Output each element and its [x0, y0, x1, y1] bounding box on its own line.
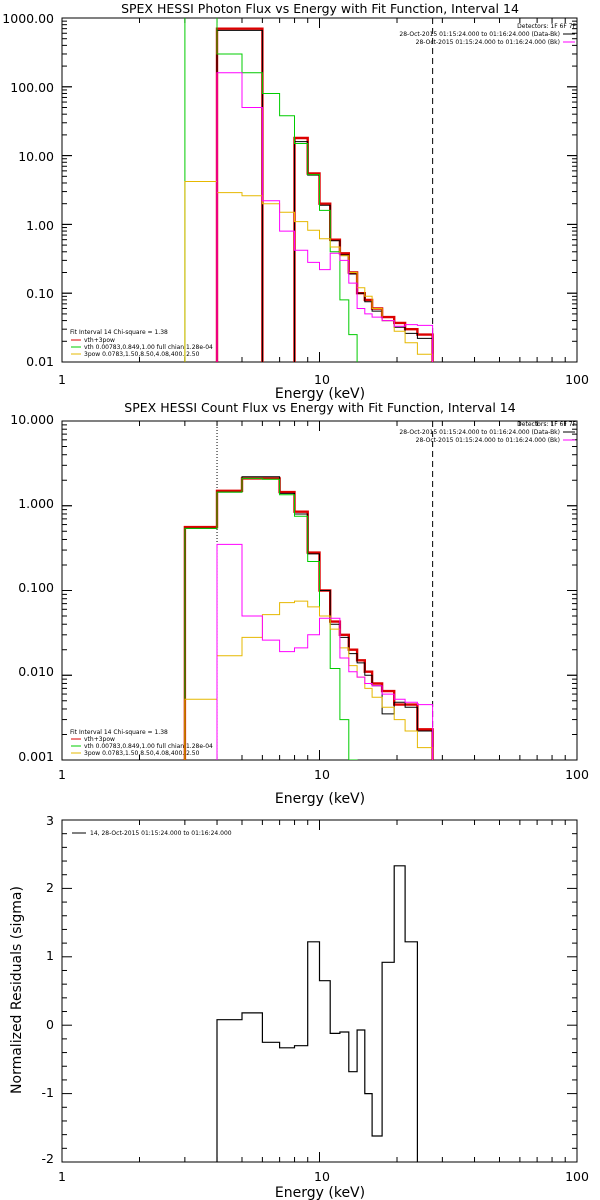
legend-entry: 3pow 0.0783,1.50,8.50,4.08,400.,2.50	[84, 750, 200, 757]
legend-entry: vth 0.00783,0.849,1.00 full chian 1.28e-…	[84, 344, 213, 351]
ytick-label: 1.00	[26, 218, 54, 233]
residuals-xticks	[61, 820, 578, 1162]
ytick-label: 0	[46, 1017, 54, 1032]
ytick-label: 100.00	[10, 80, 54, 95]
ytick-label: 0.01	[26, 354, 54, 369]
header-data-bk: 28-Oct-2015 01:15:24.000 to 01:16:24.000…	[399, 429, 560, 436]
xtick-label: 1	[58, 767, 66, 782]
count-flux-header: Detectors: 1F 6F 7F 28-Oct-2015 01:15:24…	[399, 421, 576, 444]
residuals-series-group	[216, 865, 418, 1162]
residuals-ylabel: Normalized Residuals (sigma)	[9, 886, 25, 1094]
xtick-label: 1	[58, 1169, 66, 1184]
ytick-label: 0.001	[18, 749, 54, 764]
count-flux-ytick-labels: 10.000 1.000 0.100 0.010 0.001	[10, 412, 54, 764]
xtick-label: 10	[314, 767, 330, 782]
photon-flux-xtick-labels: 1 10 100	[58, 372, 589, 387]
ytick-label: 1000.00	[2, 11, 54, 26]
ytick-label: 0.10	[26, 286, 54, 301]
residuals-xlabel: Energy (keV)	[275, 1185, 365, 1200]
photon-flux-plot-area	[61, 17, 578, 363]
residuals-panel: 3 2 1 0 -1 -2 1 10 100 Energy (keV) Norm…	[9, 813, 589, 1200]
photon-flux-legend-swatches	[71, 33, 575, 355]
header-bk: 28-Oct-2015 01:15:24.000 to 01:16:24.000…	[416, 39, 560, 46]
legend-entry: vth 0.00783,0.849,1.00 full chian 1.28e-…	[84, 743, 213, 750]
photon-flux-series-vth	[184, 18, 358, 362]
photon-flux-series-3pow	[184, 181, 434, 362]
count-flux-xlabel: Energy (keV)	[275, 791, 365, 807]
count-flux-series-group	[183, 476, 434, 760]
ytick-label: 0.010	[18, 664, 54, 679]
residuals-plot-area	[61, 819, 578, 1163]
ytick-label: 0.100	[18, 580, 54, 595]
photon-flux-yticks	[62, 17, 577, 363]
count-flux-plot-area	[61, 420, 578, 761]
residuals-ytick-labels: 3 2 1 0 -1 -2	[42, 813, 55, 1166]
count-flux-series-bk	[216, 543, 434, 760]
legend-entry: 3pow 0.0783,1.50,8.50,4.08,400.,2.50	[84, 351, 200, 358]
ytick-label: -2	[42, 1151, 54, 1166]
photon-flux-series-bk	[216, 72, 434, 362]
count-flux-title: SPEX HESSI Count Flux vs Energy with Fit…	[124, 400, 515, 415]
legend-title: Fit Interval 14 Chi-square = 1.38	[70, 729, 168, 736]
count-flux-series-3pow	[184, 600, 434, 760]
residuals-legend: 14, 28-Oct-2015 01:15:24.000 to 01:16:24…	[90, 830, 232, 837]
count-flux-panel: SPEX HESSI Count Flux vs Energy with Fit…	[10, 400, 589, 807]
residuals-yticks	[62, 819, 577, 1163]
header-bk: 28-Oct-2015 01:15:24.000 to 01:16:24.000…	[416, 437, 560, 444]
count-flux-xtick-labels: 1 10 100	[58, 767, 589, 782]
header-detectors: Detectors: 1F 6F 7F	[517, 421, 576, 428]
ytick-label: 3	[46, 813, 54, 828]
photon-flux-title: SPEX HESSI Photon Flux vs Energy with Fi…	[121, 1, 519, 16]
residuals-series-residual	[216, 865, 418, 1162]
photon-flux-ytick-labels: 1000.00 100.00 10.00 1.00 0.10 0.01	[2, 11, 54, 369]
ytick-label: 1	[46, 948, 54, 963]
ytick-label: 2	[46, 880, 54, 895]
xtick-label: 100	[565, 1169, 589, 1184]
photon-flux-series-group	[184, 18, 434, 362]
photon-flux-legend: Fit Interval 14 Chi-square = 1.38 vth+3p…	[70, 329, 213, 358]
photon-flux-header: Detectors: 1F 6F 7F 28-Oct-2015 01:15:24…	[399, 23, 576, 46]
ytick-label: 10.000	[10, 412, 54, 427]
legend-entry: vth+3pow	[84, 337, 115, 344]
legend-entry: 14, 28-Oct-2015 01:15:24.000 to 01:16:24…	[90, 830, 232, 837]
photon-flux-xticks	[61, 18, 578, 362]
count-flux-series-vth-3pow	[183, 477, 434, 760]
count-flux-legend-swatches	[71, 431, 575, 754]
legend-title: Fit Interval 14 Chi-square = 1.38	[70, 329, 168, 336]
count-flux-legend: Fit Interval 14 Chi-square = 1.38 vth+3p…	[70, 729, 213, 757]
xtick-label: 10	[314, 1169, 330, 1184]
photon-flux-xlabel: Energy (keV)	[275, 386, 365, 402]
ytick-label: -1	[42, 1085, 54, 1100]
photon-flux-series-vth-3pow	[215, 27, 434, 362]
ytick-label: 10.00	[18, 149, 54, 164]
header-data-bk: 28-Oct-2015 01:15:24.000 to 01:16:24.000…	[399, 31, 560, 38]
residuals-xtick-labels: 1 10 100	[58, 1169, 589, 1184]
photon-flux-panel: SPEX HESSI Photon Flux vs Energy with Fi…	[2, 1, 589, 402]
residuals-frame	[61, 819, 578, 1163]
count-flux-series-vth	[184, 477, 358, 760]
xtick-label: 100	[565, 372, 589, 387]
ytick-label: 1.000	[18, 496, 54, 511]
xtick-label: 10	[314, 372, 330, 387]
xtick-label: 100	[565, 767, 589, 782]
legend-entry: vth+3pow	[84, 736, 115, 743]
xtick-label: 1	[58, 372, 66, 387]
header-detectors: Detectors: 1F 6F 7F	[517, 23, 576, 30]
photon-flux-series-data-bk	[216, 29, 434, 362]
